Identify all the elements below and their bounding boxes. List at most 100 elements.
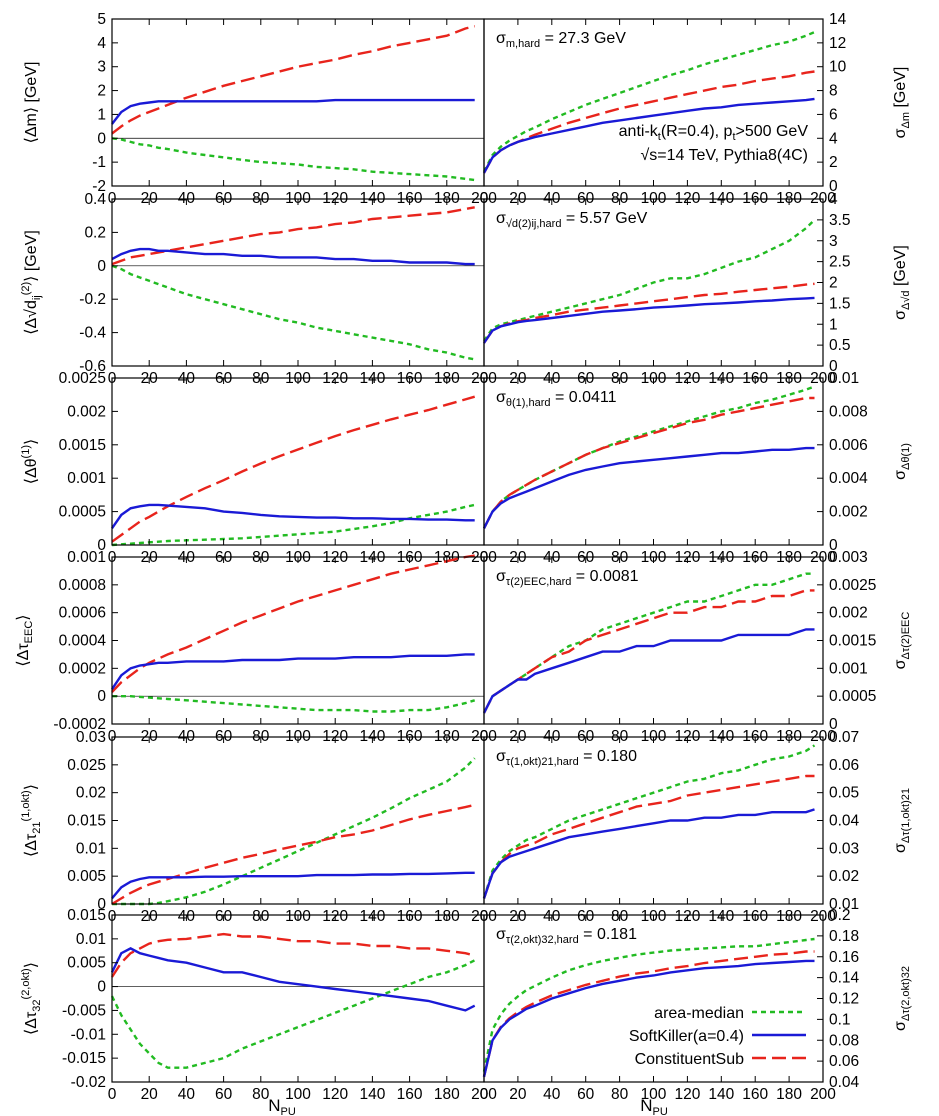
ylabel-sigma: σ <box>892 1021 909 1031</box>
y-tick-label: -2 <box>92 178 106 195</box>
y-tick-label: 2 <box>97 83 106 100</box>
series-line-median <box>482 744 816 899</box>
jet-info-line1: anti-kt(R=0.4), pt>500 GeV <box>619 123 809 143</box>
hard-sub: √d(2)ij,hard <box>506 218 562 230</box>
series-line-cs <box>111 25 475 135</box>
y-tick-label: 0.2 <box>84 224 106 241</box>
hard-sigma-label: σθ(1),hard = 0.0411 <box>496 389 617 409</box>
y-tick-label: 6 <box>829 106 838 123</box>
jet-info-a-sub: t <box>658 131 661 143</box>
y-tick-label: 0.002 <box>829 504 868 521</box>
x-tick-label: 40 <box>178 1086 196 1103</box>
ylabel-sub: Δτ(2)EEC <box>900 612 912 660</box>
y-tick-label: 0.14 <box>829 970 860 987</box>
y-tick-label: 1 <box>829 316 838 333</box>
x-tick-label: 160 <box>397 1086 423 1103</box>
series-line-median <box>482 572 815 714</box>
hard-sub: m,hard <box>506 38 540 50</box>
y-tick-label: 0.003 <box>829 549 868 566</box>
legend-label-median: area-median <box>654 1005 744 1022</box>
x-tick-label: 200 <box>810 1086 836 1103</box>
y-tick-label: 0 <box>97 688 106 705</box>
y-tick-label: 4 <box>829 191 838 208</box>
jet-info-a: anti-k <box>619 123 659 140</box>
ylabel-tail: ⟩ <box>23 962 40 968</box>
ylabel-sup: (2,okt) <box>20 968 32 999</box>
hard-sigma-label: σ√d(2)ij,hard = 5.57 GeV <box>496 210 648 230</box>
y-axis-label-right: σΔτ(1,okt)21 <box>892 788 912 853</box>
series-line-sk <box>111 503 475 529</box>
hard-sigma: σ <box>496 30 506 47</box>
x-tick-label: 60 <box>577 1086 595 1103</box>
ylabel-sub: Δ√d <box>900 290 912 310</box>
jet-info-c: >500 GeV <box>736 123 809 140</box>
y-tick-label: 0.01 <box>76 931 106 948</box>
y-axis-label-right: σΔ√d [GeV] <box>892 245 912 320</box>
y-tick-label: 3 <box>97 59 106 76</box>
x-axis-label-left-main: N <box>268 1096 280 1115</box>
series-line-cs <box>482 589 815 714</box>
y-tick-label: 12 <box>829 35 846 52</box>
legend-label-cs: ConstituentSub <box>635 1051 745 1068</box>
series-line-sk <box>111 247 475 266</box>
series-line-cs <box>111 554 475 693</box>
y-tick-label: -0.0002 <box>53 716 106 733</box>
series-line-cs <box>111 803 475 906</box>
hard-sigma: σ <box>496 748 506 765</box>
x-tick-label: 0 <box>108 1086 117 1103</box>
series-line-cs <box>482 396 815 529</box>
hard-sub: τ(2,okt)32,hard <box>506 934 579 946</box>
panels-layer: 020406080100120140160180200543210-1-2⟨Δm… <box>15 11 912 1103</box>
ylabel-sup: (2) <box>20 282 32 295</box>
y-tick-label: 0.04 <box>829 813 860 830</box>
y-tick-label: 0.005 <box>67 868 106 885</box>
y-tick-label: 0.0025 <box>59 370 106 387</box>
y-tick-label: 0.0005 <box>59 504 106 521</box>
y-tick-label: 0.03 <box>829 840 859 857</box>
ylabel-tail: ⟩ <box>23 784 40 790</box>
hard-sub: θ(1),hard <box>506 397 551 409</box>
series-line-sk <box>482 808 815 899</box>
y-tick-label: 2 <box>829 275 838 292</box>
y-tick-label: 0.0025 <box>829 577 876 594</box>
y-tick-label: 4 <box>829 130 838 147</box>
ylabel-sigma: σ <box>892 310 909 320</box>
ylabel-tail: [GeV] <box>892 67 909 112</box>
x-tick-label: 100 <box>285 1086 311 1103</box>
y-axis-label-right: σΔτ(2,okt)32 <box>892 966 912 1031</box>
ylabel-tail: ⟩ [GeV] <box>23 230 40 282</box>
y-axis-label-left: ⟨Δτ32(2,okt)⟩ <box>20 962 43 1035</box>
series-line-median <box>110 959 476 1069</box>
hard-sigma-label: στ(2)EEC,hard = 0.0081 <box>496 568 639 588</box>
ylabel-sigma: σ <box>892 470 909 480</box>
x-tick-label: 0 <box>480 1086 489 1103</box>
panel-t21-bias: 0 20 40 60 80 100 120 140 160 180 2000.030.0250.02… <box>20 729 497 925</box>
hard-sigma: σ <box>496 210 506 227</box>
ylabel-sigma: σ <box>892 659 909 669</box>
x-axis-label-left-sub: PU <box>281 1106 296 1116</box>
y-tick-label: 0.0006 <box>59 605 106 622</box>
hard-sigma: σ <box>496 568 506 585</box>
x-tick-label: 60 <box>215 1086 233 1103</box>
panel-d-sigma: 02040608010012014016018020043.532.521.51… <box>480 191 912 387</box>
ylabel-main: ⟨Δτ <box>15 643 32 667</box>
series-line-median <box>482 30 815 173</box>
hard-sigma-label: στ(1,okt)21,hard = 0.180 <box>496 748 637 768</box>
y-tick-label: 0.06 <box>829 757 859 774</box>
y-tick-label: 0.015 <box>67 907 106 924</box>
y-axis-label-left: ⟨Δm⟩ [GeV] <box>23 62 40 144</box>
series-line-cs <box>111 206 475 266</box>
ylabel-sub: 32 <box>31 999 43 1011</box>
x-tick-label: 120 <box>674 1086 700 1103</box>
y-tick-label: 0.005 <box>67 955 106 972</box>
y-tick-label: 2.5 <box>829 254 851 271</box>
y-tick-label: 0 <box>97 130 106 147</box>
y-tick-label: 0.01 <box>76 840 106 857</box>
ylabel-sub: 21 <box>31 821 43 833</box>
x-tick-label: 200 <box>471 1086 497 1103</box>
hard-sigma-label: στ(2,okt)32,hard = 0.181 <box>496 926 637 946</box>
y-tick-label: 0.03 <box>76 729 106 746</box>
y-tick-label: 4 <box>97 35 106 52</box>
x-axis-label-right-sub: PU <box>653 1106 668 1116</box>
ylabel-sub: EEC <box>23 621 35 644</box>
